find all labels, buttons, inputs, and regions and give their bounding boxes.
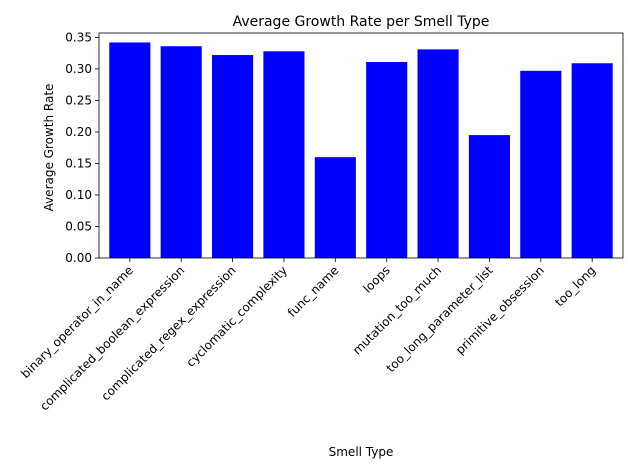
chart-title: Average Growth Rate per Smell Type: [233, 14, 490, 30]
x-tick-label: loops: [360, 263, 392, 295]
bar-too-long-parameter-list: [468, 135, 510, 258]
bar-too-long: [571, 63, 613, 258]
x-tick-label: too_long: [552, 263, 598, 309]
bar-complicated-boolean-expression: [160, 46, 202, 259]
y-tick-label: 0.15: [65, 156, 92, 170]
y-ticks: 0.00 0.05 0.10 0.15 0.20 0.25 0.30 0.35: [65, 30, 99, 265]
axes-layer: [98, 32, 624, 259]
y-tick-label: 0.30: [65, 62, 92, 76]
x-tick-label: mutation_too_much: [350, 263, 444, 357]
x-tick-label: func_name: [285, 263, 342, 320]
bar-primitive-obsession: [520, 70, 562, 258]
bar-cyclomatic-complexity: [263, 51, 305, 258]
bar-mutation-too-much: [417, 49, 459, 259]
y-tick-label: 0.05: [65, 219, 92, 233]
bar-binary-operator-in-name: [109, 42, 151, 258]
x-axis-label: Smell Type: [329, 445, 394, 459]
x-tick-label: primitive_obsession: [453, 263, 547, 357]
y-tick-label: 0.20: [65, 125, 92, 139]
bar-func-name: [314, 157, 356, 258]
x-ticks: binary_operator_in_namecomplicated_boole…: [18, 258, 598, 413]
y-tick-label: 0.25: [65, 93, 92, 107]
bar-complicated-regex-expression: [212, 55, 254, 258]
y-axis-label: Average Growth Rate: [42, 84, 56, 212]
x-tick-label: cyclomatic_complexity: [184, 263, 291, 370]
bars-layer: [109, 42, 613, 259]
x-tick-label: too_long_parameter_list: [384, 263, 496, 375]
bar-loops: [366, 61, 408, 259]
y-tick-label: 0.35: [65, 30, 92, 44]
plot-frame: [98, 32, 624, 259]
y-tick-label: 0.10: [65, 188, 92, 202]
y-tick-label: 0.00: [65, 251, 92, 265]
